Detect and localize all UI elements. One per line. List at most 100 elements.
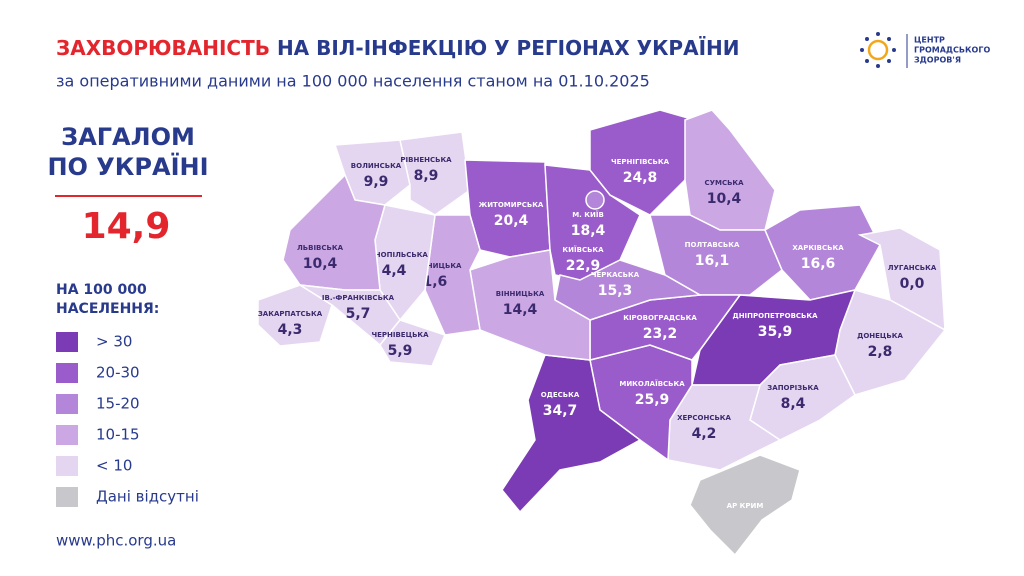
region-name: СУМСЬКА [704, 179, 744, 187]
region-shape [684, 109, 776, 231]
region-value: 9,9 [364, 174, 389, 190]
region-name: М. КИЇВ [572, 210, 604, 219]
region: ОДЕСЬКА 34,7 [501, 354, 642, 514]
region-name: ЧЕРКАСЬКА [591, 271, 640, 279]
region-value: 10,4 [707, 191, 742, 207]
legend-label: 20-30 [96, 364, 140, 382]
region-name: МИКОЛАЇВСЬКА [619, 379, 685, 388]
region-name: ОДЕСЬКА [541, 391, 580, 399]
region: ЛЬВІВСЬКА 10,4 [282, 173, 386, 291]
region: ВІННИЦЬКА 14,4 [469, 249, 591, 361]
region-shape [469, 249, 591, 361]
region-name: АР КРИМ [727, 502, 764, 510]
region-value: 23,2 [643, 326, 678, 342]
region-shape [424, 214, 481, 336]
region-name: РІВНЕНСЬКА [400, 156, 452, 164]
region-shape [589, 109, 696, 216]
subtitle: за оперативними даними на 100 000 населе… [56, 72, 650, 91]
region: ЗАКАРПАТСЬКА 4,3 [257, 284, 333, 347]
region-value: 10,4 [303, 256, 338, 272]
legend-label: < 10 [96, 457, 132, 475]
region-name: ЧЕРНІГІВСЬКА [611, 158, 670, 166]
region-name: ВОЛИНСЬКА [351, 162, 402, 170]
region-shape [501, 354, 642, 514]
region-value: 0,0 [900, 276, 925, 292]
legend-title: НАСЕЛЕННЯ: [56, 301, 159, 317]
title-rest: НА ВІЛ-ІНФЕКЦІЮ У РЕГІОНАХ УКРАЇНИ [277, 36, 740, 60]
region-name: ЗАКАРПАТСЬКА [258, 310, 323, 318]
region-value: 4,3 [278, 322, 303, 338]
region-shape [379, 319, 447, 367]
region: АР КРИМ [689, 454, 801, 557]
region: ЖИТОМИРСЬКА 20,4 [464, 159, 551, 258]
region: ЧЕРНІГІВСЬКА 24,8 [589, 109, 696, 216]
legend-swatch [56, 487, 78, 507]
legend-label: > 30 [96, 333, 132, 351]
region: КІРОВОГРАДСЬКА 23,2 [589, 294, 742, 361]
legend-title: НА 100 000 [56, 282, 147, 298]
legend-swatch [56, 425, 78, 445]
region-name: ЗАПОРІЗЬКА [767, 384, 819, 392]
region-value: 4,4 [382, 263, 407, 279]
logo-text: ГРОМАДСЬКОГО [914, 46, 990, 55]
region-name: ЖИТОМИРСЬКА [479, 201, 544, 209]
region-value: 18,4 [571, 223, 606, 239]
title-highlight: ЗАХВОРЮВАНІСТЬ [56, 36, 270, 60]
region-shape [764, 204, 881, 301]
region-name: ПОЛТАВСЬКА [685, 241, 740, 249]
region-name: ХЕРСОНСЬКА [677, 414, 731, 422]
region: ХАРКІВСЬКА 16,6 [764, 204, 881, 301]
map: ВОЛИНСЬКА 9,9 РІВНЕНСЬКА 8,9 ЖИТОМИРСЬКА 20,4… [257, 109, 947, 557]
region-name: ДОНЕЦЬКА [857, 332, 903, 340]
legend-label: 10-15 [96, 426, 140, 444]
region-value: 8,4 [781, 396, 806, 412]
legend-swatch [56, 332, 78, 352]
legend-swatch [56, 394, 78, 414]
region-shape [689, 454, 801, 557]
legend-swatch [56, 456, 78, 476]
region-shape [585, 190, 605, 210]
region-name: ВІННИЦЬКА [496, 290, 545, 298]
region-value: 34,7 [543, 403, 578, 419]
region-shape [282, 173, 386, 291]
region: МИКОЛАЇВСЬКА 25,9 [589, 344, 693, 462]
region-name: ІВ.-ФРАНКІВСЬКА [322, 294, 395, 302]
logo-text: ЗДОРОВ'Я [914, 56, 961, 65]
logo-text: ЦЕНТР [914, 36, 945, 45]
region: ЧЕРНІВЕЦЬКА 5,9 [371, 319, 447, 367]
region-name: КІРОВОГРАДСЬКА [623, 314, 697, 322]
region-name: ТЕРНОПІЛЬСЬКА [360, 251, 428, 259]
region-value: 24,8 [623, 170, 658, 186]
region-name: ЧЕРНІВЕЦЬКА [371, 331, 429, 339]
region: ТЕРНОПІЛЬСЬКА 4,4 [360, 204, 436, 322]
legend-label: Дані відсутні [96, 488, 199, 506]
total-heading: ЗАГАЛОМ [61, 123, 195, 151]
legend-swatch [56, 363, 78, 383]
region-value: 22,9 [566, 258, 601, 274]
region-value: 16,1 [695, 253, 730, 269]
region: РІВНЕНСЬКА 8,9 [399, 131, 471, 216]
legend: > 30 20-30 15-20 10-15 < 10 Дані відсутні [56, 332, 199, 507]
region-name: ХМЕЛЬНИЦЬКА [399, 262, 463, 270]
region-value: 20,4 [494, 213, 529, 229]
region: М. КИЇВ 18,4 [571, 190, 606, 239]
region-name: ДНІПРОПЕТРОВСЬКА [732, 312, 818, 320]
title: ЗАХВОРЮВАНІСТЬ НА ВІЛ-ІНФЕКЦІЮ У РЕГІОНА… [56, 36, 740, 60]
region-value: 14,4 [503, 302, 538, 318]
footer-url: www.phc.org.ua [56, 532, 176, 550]
region-name: ЛУГАНСЬКА [888, 264, 937, 272]
region: ЧЕРКАСЬКА 15,3 [554, 259, 703, 321]
region-value: 5,9 [388, 343, 413, 359]
region-value: 5,7 [346, 306, 371, 322]
region-name: КИЇВСЬКА [562, 245, 604, 254]
region-name: ЛЬВІВСЬКА [297, 244, 344, 252]
region-value: 16,6 [801, 256, 836, 272]
region-value: 4,2 [692, 426, 717, 442]
legend-label: 15-20 [96, 395, 140, 413]
logo-icon [860, 32, 896, 68]
region: СУМСЬКА 10,4 [684, 109, 776, 231]
region: ЛУГАНСЬКА 0,0 [857, 227, 946, 332]
region-value: 2,8 [868, 344, 893, 360]
total-heading: ПО УКРАЇНІ [47, 152, 208, 181]
